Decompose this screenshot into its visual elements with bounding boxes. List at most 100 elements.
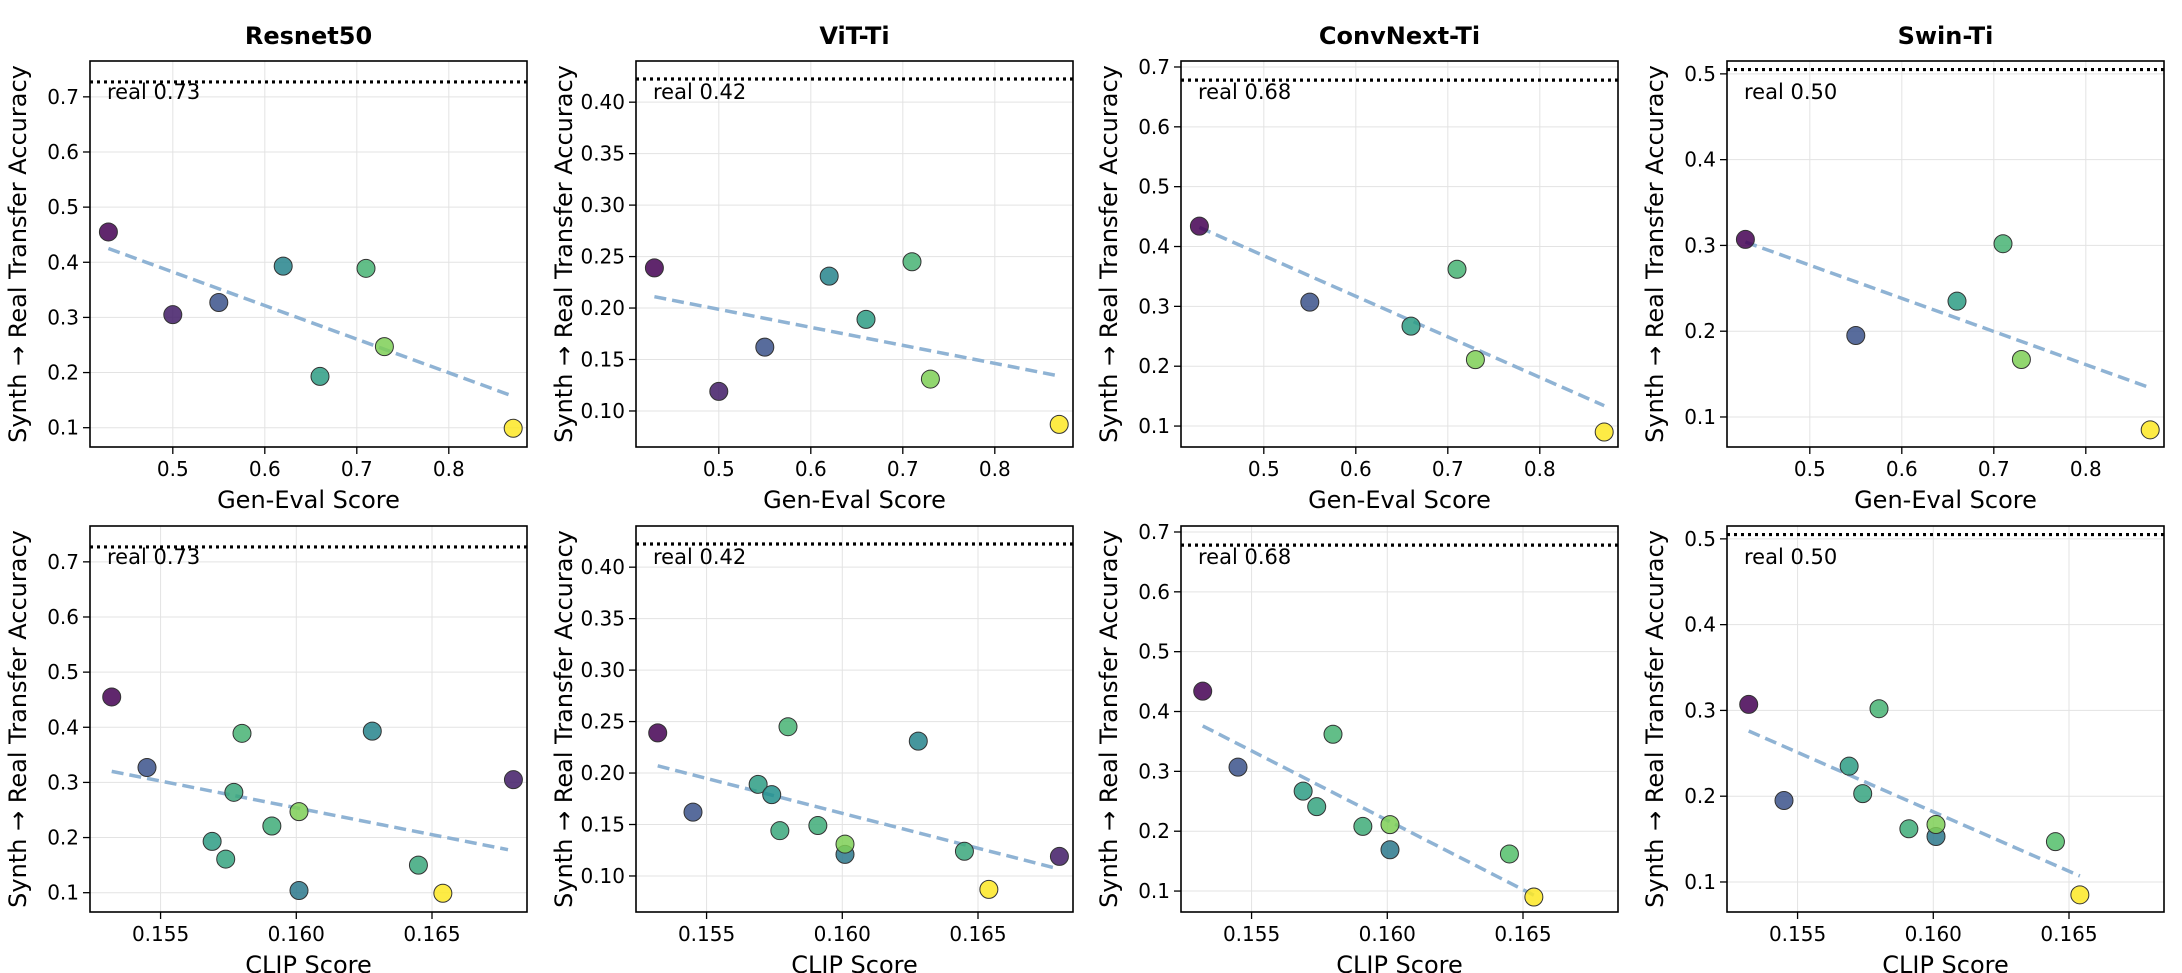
x-tick-label: 0.155 — [678, 922, 735, 946]
data-point — [433, 883, 453, 903]
data-point — [224, 782, 244, 802]
plot-frame — [635, 60, 1074, 448]
y-tick-label: 0.5 — [47, 195, 79, 219]
data-point — [819, 266, 839, 286]
x-axis-label: Gen-Eval Score — [1308, 486, 1491, 514]
data-point — [1193, 681, 1213, 701]
x-tick-label: 0.8 — [2070, 457, 2102, 481]
y-tick-label: 0.15 — [580, 813, 625, 837]
data-point — [902, 252, 922, 272]
x-tick-label: 0.8 — [1524, 457, 1556, 481]
y-tick-label: 0.2 — [1138, 354, 1170, 378]
data-point — [1499, 844, 1519, 864]
data-point — [356, 258, 376, 278]
data-point — [1049, 414, 1069, 434]
y-tick-label: 0.6 — [1138, 580, 1170, 604]
data-point — [289, 802, 309, 822]
data-point — [1739, 694, 1759, 714]
x-tick-label: 0.160 — [814, 922, 871, 946]
data-point — [1293, 781, 1313, 801]
y-axis-label: Synth → Real Transfer Accuracy — [550, 65, 578, 443]
data-point — [2011, 350, 2031, 370]
real-accuracy-label: real 0.42 — [653, 80, 746, 104]
data-point — [503, 770, 523, 790]
x-axis-label: CLIP Score — [1336, 951, 1463, 973]
data-point — [408, 855, 428, 875]
y-tick-label: 0.1 — [1684, 405, 1716, 429]
y-axis-label: Synth → Real Transfer Accuracy — [1641, 530, 1669, 908]
data-point — [163, 305, 183, 325]
x-tick-label: 0.165 — [2040, 922, 2097, 946]
y-tick-label: 0.5 — [1684, 62, 1716, 86]
plot-frame — [1726, 525, 2165, 913]
data-point — [1189, 216, 1209, 236]
y-tick-label: 0.3 — [1684, 233, 1716, 257]
data-point — [683, 802, 703, 822]
data-point — [209, 293, 229, 313]
x-axis-label: CLIP Score — [1882, 951, 2009, 973]
data-point — [1465, 350, 1485, 370]
trend-line — [657, 764, 1055, 870]
plot-frame — [89, 525, 528, 913]
y-tick-label: 0.3 — [47, 770, 79, 794]
x-tick-label: 0.165 — [1494, 922, 1551, 946]
data-point — [1380, 840, 1400, 860]
y-tick-label: 0.7 — [1138, 55, 1170, 79]
y-tick-label: 0.10 — [580, 864, 625, 888]
trend-line — [1201, 724, 1535, 897]
data-point — [709, 381, 729, 401]
y-tick-label: 0.5 — [1138, 640, 1170, 664]
data-point — [1524, 887, 1544, 907]
x-tick-label: 0.160 — [1359, 922, 1416, 946]
x-tick-label: 0.165 — [949, 922, 1006, 946]
y-axis-label: Synth → Real Transfer Accuracy — [4, 65, 32, 443]
y-tick-label: 0.4 — [1138, 235, 1170, 259]
y-tick-label: 0.1 — [1138, 879, 1170, 903]
subplot-title: ConvNext-Ti — [1319, 22, 1480, 50]
x-tick-label: 0.160 — [1905, 922, 1962, 946]
y-tick-label: 0.5 — [1684, 527, 1716, 551]
data-point — [216, 849, 236, 869]
x-axis-label: Gen-Eval Score — [217, 486, 400, 514]
y-tick-label: 0.7 — [47, 85, 79, 109]
data-point — [2140, 420, 2160, 440]
data-point — [1447, 259, 1467, 279]
x-tick-label: 0.155 — [1769, 922, 1826, 946]
x-axis-label: Gen-Eval Score — [763, 486, 946, 514]
y-tick-label: 0.20 — [580, 761, 625, 785]
subplot-2: real 0.42 0.5 0.6 0.7 0.8 0.10 0.15 0.20 0.25 0.3… — [550, 22, 1074, 514]
y-tick-label: 0.5 — [1138, 175, 1170, 199]
data-point — [262, 816, 282, 836]
x-tick-label: 0.5 — [703, 457, 735, 481]
data-point — [1049, 846, 1069, 866]
data-point — [1869, 699, 1889, 719]
x-tick-label: 0.6 — [1886, 457, 1918, 481]
y-tick-label: 0.2 — [1138, 819, 1170, 843]
trend-line — [654, 294, 1060, 378]
y-tick-label: 0.25 — [580, 710, 625, 734]
y-tick-label: 0.4 — [1684, 613, 1716, 637]
data-point — [979, 879, 999, 899]
data-point — [835, 834, 855, 854]
x-tick-label: 0.8 — [433, 457, 465, 481]
y-tick-label: 0.6 — [1138, 115, 1170, 139]
data-point — [1774, 790, 1794, 810]
y-tick-label: 0.2 — [1684, 319, 1716, 343]
y-tick-label: 0.6 — [47, 140, 79, 164]
subplot-title: Resnet50 — [245, 22, 372, 50]
real-accuracy-label: real 0.68 — [1198, 545, 1291, 569]
data-point — [1300, 292, 1320, 312]
y-tick-label: 0.4 — [47, 715, 79, 739]
y-tick-label: 0.1 — [1138, 414, 1170, 438]
y-tick-label: 0.25 — [580, 245, 625, 269]
y-axis-label: Synth → Real Transfer Accuracy — [4, 530, 32, 908]
data-point — [102, 687, 122, 707]
y-tick-label: 0.15 — [580, 348, 625, 372]
data-point — [762, 785, 782, 805]
subplot-5: real 0.73 0.155 0.160 0.165 0.1 0.2 0.3 0.4 0.5 0… — [4, 525, 528, 973]
data-point — [202, 831, 222, 851]
data-point — [1993, 234, 2013, 254]
trend-line — [111, 769, 509, 852]
x-tick-label: 0.6 — [249, 457, 281, 481]
